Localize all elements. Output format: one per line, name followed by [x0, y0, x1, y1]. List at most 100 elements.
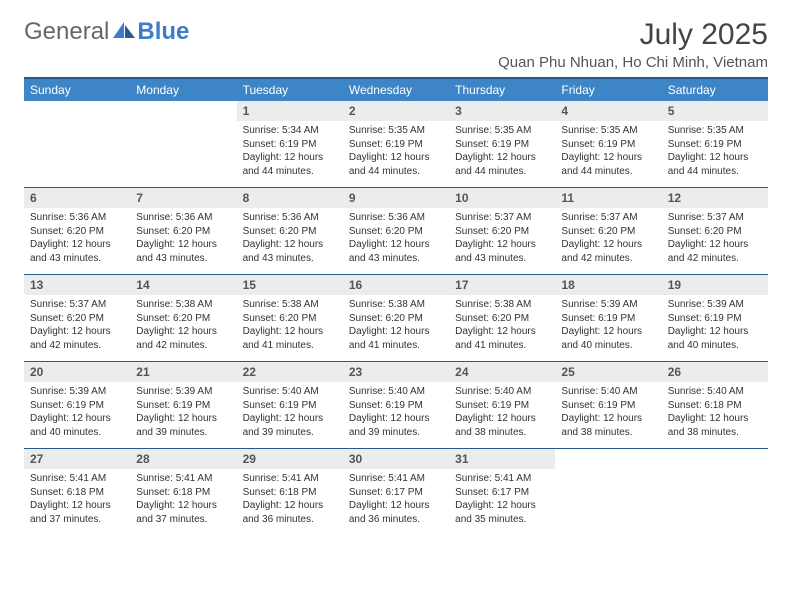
day-number: 8	[237, 188, 343, 208]
day-number: 28	[130, 449, 236, 469]
daylight-text: Daylight: 12 hours and 42 minutes.	[668, 238, 762, 265]
sunset-text: Sunset: 6:20 PM	[136, 225, 230, 239]
brand-logo: General Blue	[24, 18, 189, 46]
daylight-text: Daylight: 12 hours and 39 minutes.	[349, 412, 443, 439]
day-cell: 30Sunrise: 5:41 AMSunset: 6:17 PMDayligh…	[343, 449, 449, 535]
daylight-text: Daylight: 12 hours and 44 minutes.	[561, 151, 655, 178]
sunrise-text: Sunrise: 5:37 AM	[30, 298, 124, 312]
day-number: 3	[449, 101, 555, 121]
daylight-text: Daylight: 12 hours and 39 minutes.	[136, 412, 230, 439]
day-cell: 28Sunrise: 5:41 AMSunset: 6:18 PMDayligh…	[130, 449, 236, 535]
sunset-text: Sunset: 6:20 PM	[455, 312, 549, 326]
sunset-text: Sunset: 6:20 PM	[349, 225, 443, 239]
day-cell: 20Sunrise: 5:39 AMSunset: 6:19 PMDayligh…	[24, 362, 130, 448]
calendar: Sunday Monday Tuesday Wednesday Thursday…	[24, 77, 768, 535]
day-number: 12	[662, 188, 768, 208]
day-details: Sunrise: 5:37 AMSunset: 6:20 PMDaylight:…	[662, 208, 768, 269]
daylight-text: Daylight: 12 hours and 42 minutes.	[561, 238, 655, 265]
day-cell	[24, 101, 130, 187]
sunrise-text: Sunrise: 5:35 AM	[349, 124, 443, 138]
day-cell	[555, 449, 661, 535]
brand-part2: Blue	[137, 18, 189, 46]
day-number: 30	[343, 449, 449, 469]
daylight-text: Daylight: 12 hours and 38 minutes.	[561, 412, 655, 439]
day-cell: 31Sunrise: 5:41 AMSunset: 6:17 PMDayligh…	[449, 449, 555, 535]
sunrise-text: Sunrise: 5:37 AM	[455, 211, 549, 225]
day-details: Sunrise: 5:37 AMSunset: 6:20 PMDaylight:…	[449, 208, 555, 269]
sunrise-text: Sunrise: 5:41 AM	[455, 472, 549, 486]
sunset-text: Sunset: 6:20 PM	[349, 312, 443, 326]
sunset-text: Sunset: 6:20 PM	[561, 225, 655, 239]
day-details: Sunrise: 5:39 AMSunset: 6:19 PMDaylight:…	[662, 295, 768, 356]
sunset-text: Sunset: 6:20 PM	[243, 225, 337, 239]
day-number: 29	[237, 449, 343, 469]
sunrise-text: Sunrise: 5:40 AM	[243, 385, 337, 399]
sunrise-text: Sunrise: 5:40 AM	[349, 385, 443, 399]
day-cell: 6Sunrise: 5:36 AMSunset: 6:20 PMDaylight…	[24, 188, 130, 274]
day-number: 13	[24, 275, 130, 295]
daylight-text: Daylight: 12 hours and 41 minutes.	[455, 325, 549, 352]
daylight-text: Daylight: 12 hours and 43 minutes.	[243, 238, 337, 265]
daylight-text: Daylight: 12 hours and 43 minutes.	[455, 238, 549, 265]
day-number	[555, 449, 661, 455]
day-details: Sunrise: 5:36 AMSunset: 6:20 PMDaylight:…	[130, 208, 236, 269]
day-details: Sunrise: 5:39 AMSunset: 6:19 PMDaylight:…	[130, 382, 236, 443]
day-details: Sunrise: 5:35 AMSunset: 6:19 PMDaylight:…	[343, 121, 449, 182]
daylight-text: Daylight: 12 hours and 44 minutes.	[243, 151, 337, 178]
day-cell: 3Sunrise: 5:35 AMSunset: 6:19 PMDaylight…	[449, 101, 555, 187]
day-number: 27	[24, 449, 130, 469]
sunrise-text: Sunrise: 5:35 AM	[561, 124, 655, 138]
day-number: 20	[24, 362, 130, 382]
sunrise-text: Sunrise: 5:37 AM	[561, 211, 655, 225]
day-number: 22	[237, 362, 343, 382]
daylight-text: Daylight: 12 hours and 37 minutes.	[136, 499, 230, 526]
day-details: Sunrise: 5:36 AMSunset: 6:20 PMDaylight:…	[343, 208, 449, 269]
sunset-text: Sunset: 6:20 PM	[136, 312, 230, 326]
day-details: Sunrise: 5:36 AMSunset: 6:20 PMDaylight:…	[237, 208, 343, 269]
sunset-text: Sunset: 6:18 PM	[243, 486, 337, 500]
daylight-text: Daylight: 12 hours and 35 minutes.	[455, 499, 549, 526]
day-header: Saturday	[662, 79, 768, 101]
sunrise-text: Sunrise: 5:39 AM	[136, 385, 230, 399]
day-details: Sunrise: 5:41 AMSunset: 6:17 PMDaylight:…	[343, 469, 449, 530]
daylight-text: Daylight: 12 hours and 38 minutes.	[668, 412, 762, 439]
day-number: 11	[555, 188, 661, 208]
sunrise-text: Sunrise: 5:38 AM	[243, 298, 337, 312]
day-details: Sunrise: 5:35 AMSunset: 6:19 PMDaylight:…	[449, 121, 555, 182]
day-number: 2	[343, 101, 449, 121]
sail-icon	[113, 22, 135, 38]
day-details: Sunrise: 5:38 AMSunset: 6:20 PMDaylight:…	[449, 295, 555, 356]
sunset-text: Sunset: 6:19 PM	[668, 138, 762, 152]
day-header: Tuesday	[237, 79, 343, 101]
sunset-text: Sunset: 6:19 PM	[243, 138, 337, 152]
daylight-text: Daylight: 12 hours and 41 minutes.	[349, 325, 443, 352]
sunset-text: Sunset: 6:19 PM	[455, 399, 549, 413]
daylight-text: Daylight: 12 hours and 42 minutes.	[30, 325, 124, 352]
location-text: Quan Phu Nhuan, Ho Chi Minh, Vietnam	[498, 54, 768, 71]
day-details: Sunrise: 5:39 AMSunset: 6:19 PMDaylight:…	[555, 295, 661, 356]
week-row: 27Sunrise: 5:41 AMSunset: 6:18 PMDayligh…	[24, 448, 768, 535]
day-cell: 26Sunrise: 5:40 AMSunset: 6:18 PMDayligh…	[662, 362, 768, 448]
sunset-text: Sunset: 6:20 PM	[243, 312, 337, 326]
day-cell: 11 Sunrise: 5:37 AMSunset: 6:20 PMDayligh…	[555, 188, 661, 274]
daylight-text: Daylight: 12 hours and 44 minutes.	[349, 151, 443, 178]
sunset-text: Sunset: 6:19 PM	[349, 399, 443, 413]
sunrise-text: Sunrise: 5:38 AM	[136, 298, 230, 312]
day-cell: 15Sunrise: 5:38 AMSunset: 6:20 PMDayligh…	[237, 275, 343, 361]
sunrise-text: Sunrise: 5:41 AM	[136, 472, 230, 486]
day-number: 23	[343, 362, 449, 382]
day-header: Monday	[130, 79, 236, 101]
day-details: Sunrise: 5:40 AMSunset: 6:19 PMDaylight:…	[449, 382, 555, 443]
day-header: Thursday	[449, 79, 555, 101]
day-number: 10	[449, 188, 555, 208]
day-number: 5	[662, 101, 768, 121]
day-details: Sunrise: 5:38 AMSunset: 6:20 PMDaylight:…	[130, 295, 236, 356]
day-cell: 2Sunrise: 5:35 AMSunset: 6:19 PMDaylight…	[343, 101, 449, 187]
day-details: Sunrise: 5:41 AMSunset: 6:18 PMDaylight:…	[237, 469, 343, 530]
week-row: 6Sunrise: 5:36 AMSunset: 6:20 PMDaylight…	[24, 187, 768, 274]
sunset-text: Sunset: 6:17 PM	[455, 486, 549, 500]
daylight-text: Daylight: 12 hours and 43 minutes.	[349, 238, 443, 265]
sunrise-text: Sunrise: 5:34 AM	[243, 124, 337, 138]
sunrise-text: Sunrise: 5:38 AM	[349, 298, 443, 312]
sunset-text: Sunset: 6:19 PM	[136, 399, 230, 413]
